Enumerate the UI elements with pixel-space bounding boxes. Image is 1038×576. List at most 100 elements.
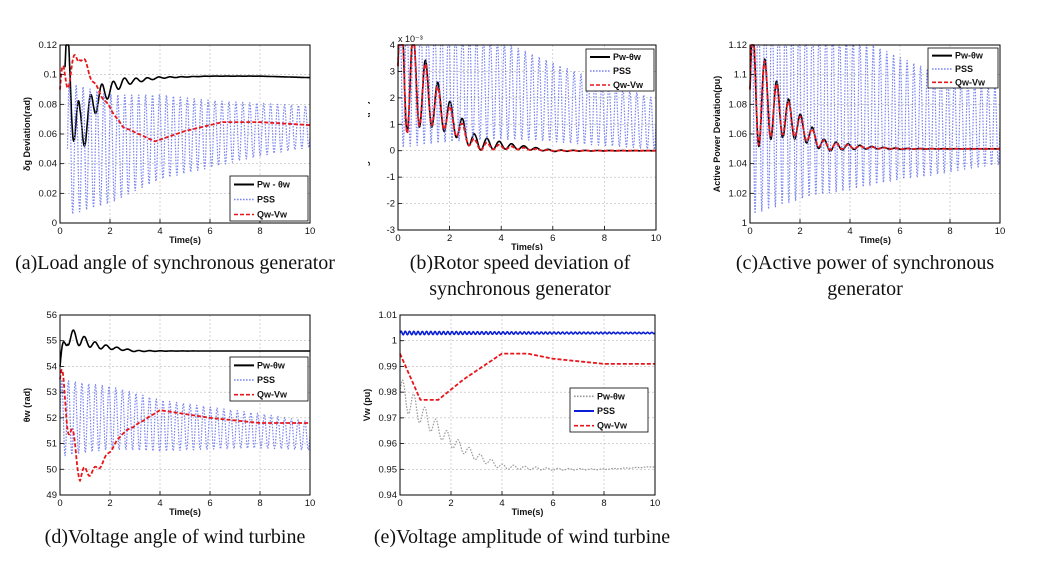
y-axis-label: Vw (pu): [362, 389, 372, 422]
y-tick-label: 1.08: [729, 99, 748, 110]
x-tick-label: 6: [897, 226, 902, 237]
x-tick-label: 2: [107, 226, 112, 237]
y-tick-label: 3: [390, 66, 395, 77]
caption-c: (c)Active power of synchronous generator: [735, 252, 995, 300]
x-tick-label: 4: [157, 498, 162, 509]
x-tick-label: 6: [207, 498, 212, 509]
chart-panel-c: 0 2 4 6 8 10 1 1.02 1.04 1.06 1.08 1.1 1.12 Time(s) Ac…: [710, 40, 1010, 250]
y-tick-label: 0.02: [39, 188, 58, 199]
series-line-1: [399, 379, 656, 471]
x-tick-label: 4: [847, 226, 852, 237]
legend-label-1: Pw-θw: [613, 52, 642, 62]
legend-label-2: PSS: [257, 375, 275, 385]
legend-label-2: PSS: [955, 64, 973, 74]
y-tick-label: 1.02: [729, 188, 748, 199]
y-tick-label: 50: [46, 464, 57, 475]
legend-label-2: PSS: [597, 406, 615, 416]
chart-c: 0 2 4 6 8 10 1 1.02 1.04 1.06 1.08 1.1 1.12 Time(s) Ac…: [712, 40, 1006, 245]
x-tick-label: 8: [257, 498, 262, 509]
chart-panel-b: 0 2 4 6 8 10 -3 -2 -1 0 1 2 3 4 Time(s) ωg Deviation(pu…: [368, 32, 668, 250]
y-tick-label: -3: [387, 225, 395, 236]
x-tick-label: 6: [550, 498, 555, 509]
y-tick-label: 4: [390, 40, 395, 51]
x-tick-label: 10: [305, 498, 316, 509]
series-line-2: [399, 330, 656, 336]
y-tick-label: 55: [46, 336, 57, 347]
y-tick-label: 0.1: [44, 70, 57, 81]
legend-label-3: Qw-Vw: [257, 210, 288, 220]
y-tick-label: 56: [46, 310, 57, 321]
series-line-3: [397, 44, 657, 152]
x-tick-label: 2: [448, 498, 453, 509]
legend-label-1: Pw-θw: [955, 51, 984, 61]
plot-area: [60, 315, 310, 495]
y-tick-label: 1.1: [734, 70, 747, 81]
x-axis-label: Time(s): [859, 235, 891, 245]
x-tick-label: 2: [107, 498, 112, 509]
legend-label-3: Qw-Vw: [597, 421, 628, 431]
y-tick-label: 2: [390, 93, 395, 104]
y-tick-label: 0: [390, 146, 395, 157]
x-tick-label: 2: [447, 233, 452, 244]
y-tick-label: 0.08: [39, 99, 58, 110]
series-line-3: [749, 44, 1001, 151]
y-tick-label: 0.12: [39, 40, 58, 51]
y-axis-label: Active Power Deviation(pu): [712, 76, 722, 193]
series-line-2: [66, 81, 311, 215]
caption-b: (b)Rotor speed deviation of synchronous …: [409, 252, 631, 300]
x-tick-label: 0: [57, 226, 62, 237]
chart-d: 0 2 4 6 8 10 49 50 51 52 53 54 55 56 Time(s) θw (rad) Pw…: [22, 310, 316, 517]
x-tick-label: 10: [650, 498, 661, 509]
legend-label-2: PSS: [613, 66, 631, 76]
y-axis-exponent: x 10⁻³: [398, 34, 423, 44]
y-tick-label: -2: [387, 199, 395, 210]
series-line-1: [59, 329, 311, 367]
x-axis-label: Time(s): [512, 507, 544, 517]
x-tick-label: 0: [397, 498, 402, 509]
y-tick-label: 1.04: [729, 159, 748, 170]
y-axis-label: θw (rad): [22, 388, 32, 422]
y-tick-label: 1: [742, 218, 747, 229]
y-tick-label: 52: [46, 413, 57, 424]
series-line-3: [59, 54, 311, 143]
x-tick-label: 0: [395, 233, 400, 244]
x-tick-label: 0: [57, 498, 62, 509]
y-tick-label: 1: [392, 336, 397, 347]
chart-panel-d: 0 2 4 6 8 10 49 50 51 52 53 54 55 56 Time(s) θw (rad) Pw…: [20, 310, 320, 520]
y-tick-label: 51: [46, 439, 57, 450]
chart-panel-e: 0 2 4 6 8 10 0.94 0.95 0.96 0.97 0.98 0.99 1 1.01 Time…: [355, 310, 665, 520]
legend-label-3: Qw-Vw: [257, 390, 288, 400]
x-tick-label: 0: [747, 226, 752, 237]
series-line-2: [397, 44, 657, 151]
y-tick-label: 0.97: [379, 413, 398, 424]
y-tick-label: 0.96: [379, 439, 398, 450]
chart-a: 0 2 4 6 8 10 0 0.02 0.04 0.06 0.08 0.1 0.12 Time(s) δg…: [22, 40, 316, 245]
axes-frame: [59, 314, 311, 496]
chart-e: 0 2 4 6 8 10 0.94 0.95 0.96 0.97 0.98 0.99 1 1.01 Time…: [362, 310, 661, 517]
x-tick-label: 4: [157, 226, 162, 237]
x-tick-label: 4: [499, 498, 504, 509]
caption-e: (e)Voltage amplitude of wind turbine: [373, 526, 671, 548]
y-tick-label: 0.04: [39, 159, 58, 170]
x-tick-label: 8: [257, 226, 262, 237]
axes-frame: [399, 314, 656, 496]
series-line-3: [399, 352, 656, 401]
x-tick-label: 10: [995, 226, 1006, 237]
y-tick-label: 54: [46, 361, 57, 372]
x-tick-label: 10: [305, 226, 316, 237]
caption-a: (a)Load angle of synchronous generator: [15, 252, 335, 274]
chart-panel-a: 0 2 4 6 8 10 0 0.02 0.04 0.06 0.08 0.1 0.12 Time(s) δg…: [20, 40, 320, 250]
y-tick-label: 1: [390, 119, 395, 130]
x-tick-label: 6: [207, 226, 212, 237]
x-tick-label: 4: [499, 233, 504, 244]
y-tick-label: 0: [52, 218, 57, 229]
y-tick-label: 53: [46, 387, 57, 398]
legend-label-1: Pw-θw: [597, 391, 626, 401]
y-tick-label: 0.99: [379, 361, 398, 372]
chart-b: 0 2 4 6 8 10 -3 -2 -1 0 1 2 3 4 Time(s) ωg Deviation(pu…: [368, 34, 661, 250]
x-axis-label: Time(s): [511, 242, 543, 250]
x-tick-label: 8: [601, 498, 606, 509]
y-tick-label: 0.95: [379, 464, 398, 475]
x-axis-label: Time(s): [169, 235, 201, 245]
series-line-1: [64, 44, 311, 147]
